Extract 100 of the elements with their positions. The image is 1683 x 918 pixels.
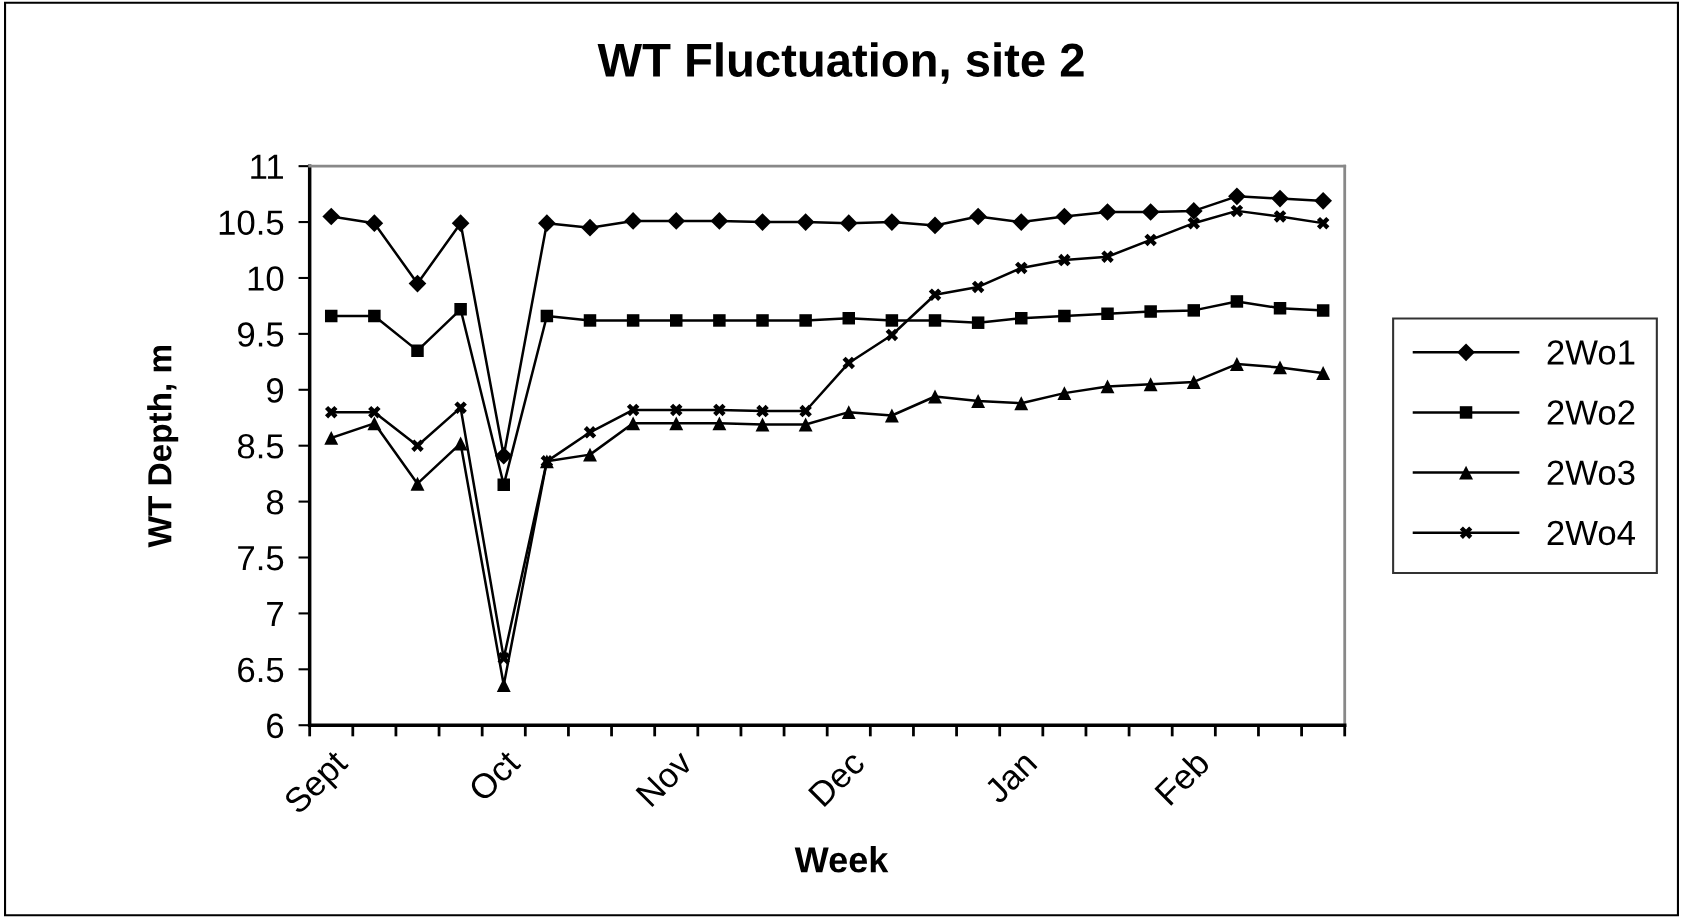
point — [626, 314, 640, 327]
point — [1230, 204, 1244, 218]
point — [1316, 366, 1331, 380]
point — [583, 447, 597, 462]
point — [1316, 216, 1330, 230]
point — [497, 651, 510, 665]
point — [713, 403, 726, 417]
x-axis-title: Week — [794, 846, 889, 873]
point — [971, 316, 985, 329]
point — [1230, 295, 1244, 308]
point — [368, 405, 381, 419]
point — [1316, 304, 1330, 317]
point — [411, 439, 424, 452]
point — [1141, 203, 1160, 221]
point — [1012, 213, 1031, 231]
point — [799, 404, 812, 418]
point — [971, 394, 986, 408]
point — [1273, 301, 1287, 315]
point — [1228, 187, 1246, 206]
y-tick-label: 10 — [248, 266, 284, 291]
y-tick-label: 7.5 — [238, 546, 284, 571]
point — [755, 417, 770, 432]
point — [365, 214, 384, 233]
point — [1271, 189, 1289, 208]
point — [453, 436, 468, 451]
point — [1015, 261, 1028, 275]
x-tick-label: Feb — [1153, 748, 1211, 806]
point — [884, 408, 899, 423]
x-tick-label: Oct — [467, 748, 522, 803]
point — [1015, 311, 1028, 325]
point — [1101, 250, 1114, 263]
point — [796, 213, 815, 231]
point — [670, 403, 683, 417]
point — [454, 401, 467, 414]
chart-title: WT Fluctuation, site 2 — [597, 42, 1084, 84]
point — [710, 212, 729, 230]
point — [798, 417, 813, 432]
y-tick-label: 10.5 — [219, 210, 284, 235]
y-tick-label: 8 — [266, 489, 284, 515]
point — [1058, 253, 1071, 267]
point — [451, 214, 470, 233]
point — [1144, 233, 1157, 247]
point — [928, 288, 942, 301]
point — [626, 416, 641, 431]
y-tick-label: 6 — [267, 713, 284, 739]
point — [540, 309, 554, 323]
point — [454, 303, 467, 316]
point — [1186, 375, 1201, 389]
point — [841, 405, 856, 420]
point — [1057, 386, 1072, 401]
point — [712, 416, 727, 431]
point — [885, 314, 899, 327]
point — [583, 426, 597, 439]
point — [1055, 207, 1074, 226]
y-tick-label: 7 — [267, 602, 283, 626]
point — [408, 274, 427, 293]
y-tick-label: 9 — [266, 378, 284, 403]
point — [1187, 304, 1201, 317]
legend-label: 2Wo4 — [1547, 520, 1635, 546]
y-tick-label: 6.5 — [238, 657, 284, 683]
point — [324, 309, 338, 323]
y-tick-label: 9.5 — [238, 322, 284, 347]
x-tick-label: Dec — [808, 749, 867, 808]
point — [410, 476, 425, 491]
point — [1314, 191, 1332, 210]
point — [883, 213, 901, 231]
point — [1058, 309, 1071, 323]
point — [1014, 396, 1029, 411]
point — [624, 212, 642, 230]
point — [799, 314, 812, 327]
point — [969, 207, 987, 226]
point — [1098, 203, 1117, 221]
point — [1229, 357, 1244, 372]
point — [842, 311, 856, 325]
legend-label: 2Wo1 — [1547, 340, 1635, 365]
y-tick-label: 11 — [251, 154, 283, 179]
point — [1101, 307, 1114, 320]
point — [842, 356, 856, 370]
y-tick-label: 8.5 — [237, 434, 284, 459]
point — [971, 280, 985, 294]
point — [713, 314, 726, 327]
legend-label: 2Wo3 — [1547, 460, 1635, 486]
point — [753, 213, 772, 231]
point — [368, 309, 381, 323]
legend-label: 2Wo2 — [1547, 400, 1635, 425]
y-axis-title: WT Depth, m — [147, 345, 179, 548]
point — [538, 214, 556, 233]
point — [497, 478, 510, 492]
point — [1184, 202, 1203, 220]
point — [839, 214, 858, 233]
point — [324, 405, 338, 419]
point — [1100, 379, 1115, 394]
point — [1273, 210, 1287, 223]
point — [1144, 305, 1157, 318]
point — [670, 314, 683, 327]
point — [669, 416, 684, 431]
point — [1143, 377, 1158, 392]
point — [626, 403, 640, 417]
point — [583, 314, 597, 327]
point — [581, 218, 599, 237]
